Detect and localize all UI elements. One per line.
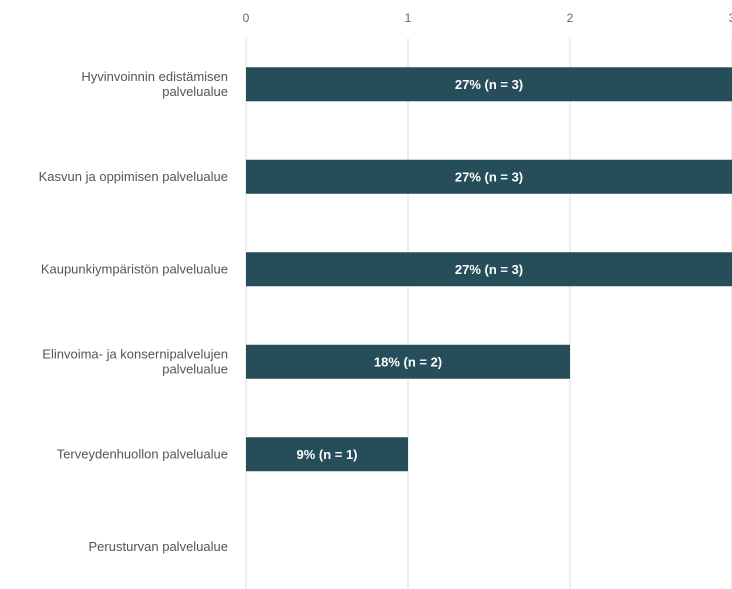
x-tick-label: 0: [243, 11, 250, 25]
category-label: palvelualue: [162, 361, 228, 376]
bar: [246, 252, 732, 287]
bar: [246, 344, 570, 379]
bar: [246, 67, 732, 102]
bar-data-label: 18% (n = 2): [374, 354, 442, 369]
bar-data-label: 27% (n = 3): [455, 77, 523, 92]
gridlines: [245, 38, 732, 589]
bar: [246, 437, 408, 472]
bars: [246, 67, 732, 472]
bar-data-label: 27% (n = 3): [455, 262, 523, 277]
bar-data-label: 9% (n = 1): [296, 447, 357, 462]
category-label: Elinvoima- ja konsernipalvelujen: [42, 346, 228, 361]
x-tick-label: 3: [729, 11, 732, 25]
x-tick-label: 2: [567, 11, 574, 25]
category-label: Kaupunkiympäristön palvelualue: [41, 261, 228, 276]
bar-data-label: 27% (n = 3): [455, 169, 523, 184]
x-axis-ticks: 0 1 2 3: [243, 11, 732, 25]
bar: [246, 159, 732, 194]
data-labels: 27% (n = 3) 27% (n = 3) 27% (n = 3) 18% (n …: [296, 77, 523, 462]
category-label: Hyvinvoinnin edistämisen: [81, 69, 228, 84]
category-label: Perusturvan palvelualue: [89, 539, 228, 554]
x-tick-label: 1: [405, 11, 412, 25]
category-label: Terveydenhuollon palvelualue: [57, 446, 228, 461]
category-label: palvelualue: [162, 84, 228, 99]
category-label: Kasvun ja oppimisen palvelualue: [39, 169, 228, 184]
category-labels: Hyvinvoinnin edistämisenpalvelualueKasvu…: [39, 69, 228, 554]
